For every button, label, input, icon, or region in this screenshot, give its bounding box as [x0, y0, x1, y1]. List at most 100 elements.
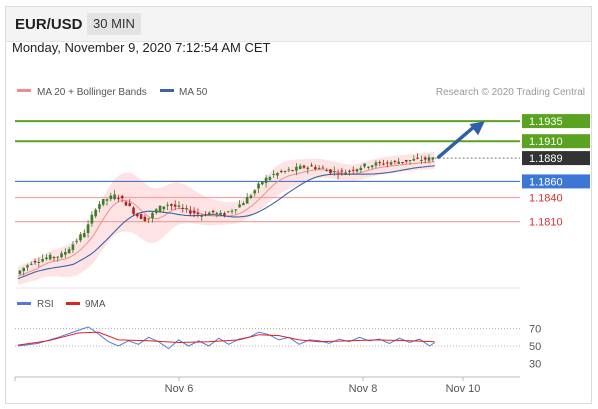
timeframe-badge[interactable]: 30 MIN — [87, 13, 141, 35]
x-tick-label: Nov 10 — [446, 383, 481, 395]
candle-body — [404, 159, 408, 162]
candle-body — [427, 157, 431, 161]
candle-body — [64, 251, 67, 255]
level-label-1.1860: 1.1860 — [529, 176, 563, 188]
candle-body — [200, 215, 204, 217]
candle-body — [242, 203, 245, 206]
candle-body — [120, 195, 124, 199]
candle-body — [325, 170, 329, 172]
candle-body — [22, 267, 25, 272]
candle-body — [226, 211, 230, 213]
rsi-tick-30: 30 — [529, 358, 541, 370]
candle-body — [272, 173, 275, 175]
candle-body — [253, 190, 257, 194]
candle-body — [48, 254, 52, 260]
candle-body — [113, 194, 116, 200]
candle-body — [124, 201, 128, 206]
candle-body — [344, 172, 347, 175]
candle-body — [139, 214, 143, 220]
level-label-bg-1.1910 — [522, 134, 590, 149]
candle-body — [18, 270, 22, 274]
candle-body — [75, 240, 79, 242]
current-price-label: 1.1889 — [529, 153, 563, 165]
candle-body — [230, 210, 234, 212]
candle-body — [397, 161, 400, 164]
candle-body — [94, 209, 97, 217]
candle-body — [276, 172, 279, 176]
candle-body — [245, 197, 249, 204]
candle-body — [37, 261, 41, 263]
level-label-bg-1.1860 — [522, 174, 590, 189]
candle-body — [370, 165, 374, 168]
level-label-1.1935: 1.1935 — [529, 116, 563, 128]
candle-body — [261, 181, 264, 185]
legend-swatch-rsi-ma — [66, 302, 80, 305]
legend-label-rsi: RSI — [37, 299, 54, 310]
candle-body — [128, 203, 132, 206]
candle-body — [101, 198, 105, 205]
candle-body — [90, 214, 94, 224]
candle-body — [386, 162, 389, 164]
candle-body — [215, 212, 219, 214]
candle-body — [310, 165, 313, 167]
candle-body — [192, 210, 196, 214]
candle-body — [423, 157, 427, 160]
candle-body — [302, 165, 306, 168]
legend-label-ma50: MA 50 — [179, 87, 208, 98]
chart-header: EUR/USD 30 MIN — [6, 7, 591, 42]
candle-body — [45, 257, 48, 260]
candle-body — [98, 204, 101, 209]
candle-body — [393, 160, 397, 162]
candle-body — [249, 195, 253, 198]
candle-body — [86, 224, 90, 234]
candle-body — [257, 183, 260, 189]
x-tick-label: Nov 6 — [165, 383, 194, 395]
candle-body — [314, 167, 317, 170]
candle-body — [291, 170, 294, 172]
candle-body — [223, 213, 226, 216]
candle-body — [151, 212, 154, 219]
candle-body — [41, 259, 44, 262]
level-label-bg-1.1935 — [522, 114, 590, 129]
candle-body — [283, 170, 287, 172]
candle-body — [33, 260, 37, 263]
candle-body — [105, 199, 109, 201]
candle-body — [351, 169, 355, 171]
candle-body — [166, 204, 169, 206]
candle-body — [332, 171, 336, 173]
candle-body — [412, 159, 416, 161]
candle-body — [329, 169, 332, 174]
candle-body — [238, 204, 241, 208]
candle-body — [321, 167, 325, 169]
candle-body — [185, 207, 188, 209]
candle-body — [60, 253, 63, 258]
candle-body — [211, 210, 215, 213]
candle-body — [207, 212, 211, 216]
candle-body — [132, 207, 135, 214]
symbol-title: EUR/USD — [15, 16, 83, 33]
legend-swatch-ma20 — [17, 89, 31, 92]
candle-body — [378, 162, 382, 164]
candle-body — [264, 177, 268, 184]
legend-label-rsi-ma: 9MA — [85, 299, 106, 310]
candle-body — [420, 159, 423, 161]
candle-body — [117, 198, 120, 200]
candle-body — [71, 244, 75, 251]
candle-body — [162, 206, 166, 210]
bollinger-band — [18, 151, 435, 286]
candle-body — [173, 204, 177, 207]
candle-body — [416, 157, 419, 159]
candle-body — [359, 167, 363, 171]
candle-body — [154, 209, 158, 213]
candle-body — [29, 263, 33, 265]
x-tick-label: Nov 8 — [349, 383, 378, 395]
candle-body — [52, 256, 56, 258]
candle-body — [177, 205, 181, 207]
candle-body — [158, 205, 162, 213]
rsi-tick-50: 50 — [529, 341, 541, 353]
candle-body — [67, 249, 71, 254]
target-arrow-head — [469, 121, 485, 136]
candle-body — [287, 169, 291, 171]
timestamp: Monday, November 9, 2020 7:12:54 AM CET — [12, 40, 271, 55]
